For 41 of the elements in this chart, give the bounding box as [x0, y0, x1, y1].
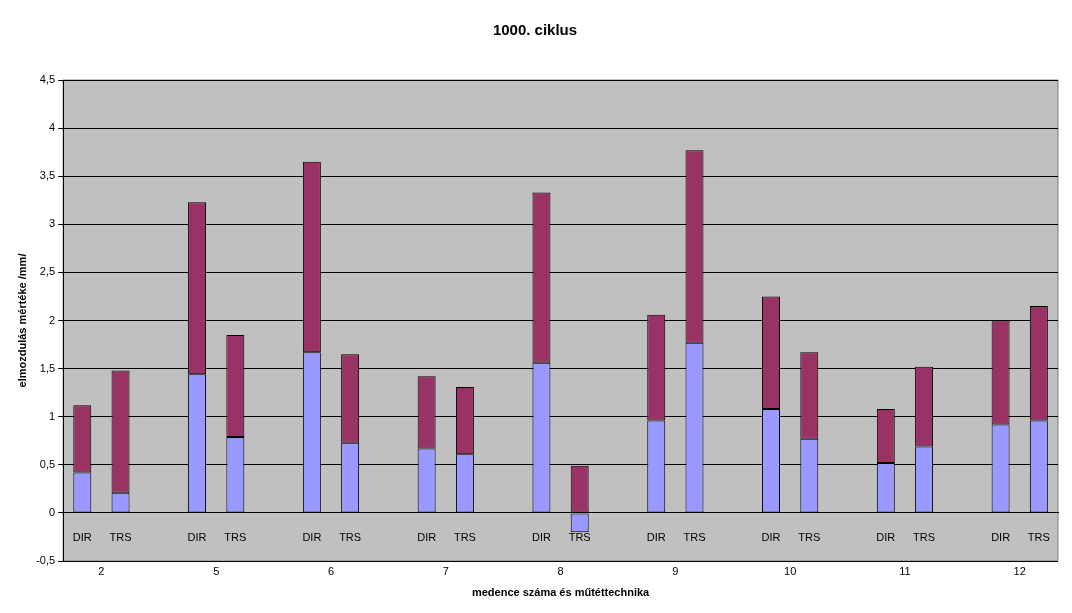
x-tick-label: TRS: [453, 530, 476, 543]
y-tick-label: -0,5: [36, 554, 56, 567]
y-axis-title: elmozdulás mértéke /mm/: [15, 253, 28, 388]
x-tick-label: TRS: [568, 530, 591, 543]
x-tick-label: DIR: [646, 530, 666, 543]
x-tick-label: TRS: [339, 530, 362, 543]
y-tick-label: 3: [49, 217, 56, 230]
text: 11: [899, 564, 911, 577]
x-axis-title: medence száma és műtéttechnika: [471, 585, 651, 598]
x-tick-label: TRS: [913, 530, 936, 543]
text: 2: [98, 564, 105, 577]
y-tick-label: 0,5: [39, 457, 56, 470]
text: 8: [557, 564, 564, 577]
x-tick-label: TRS: [109, 530, 132, 543]
x-tick-label: TRS: [1027, 530, 1050, 543]
x-tick-label: DIR: [187, 530, 207, 543]
x-tick-label: DIR: [417, 530, 437, 543]
x-tick-label: TRS: [683, 530, 706, 543]
text: 5: [213, 564, 220, 577]
x-tick-label: DIR: [991, 530, 1011, 543]
y-tick-label: 1: [49, 409, 56, 422]
x-tick-label: TRS: [224, 530, 247, 543]
text: 10: [784, 564, 797, 577]
x-tick-label: DIR: [72, 530, 92, 543]
y-tick-label: 0: [49, 505, 56, 518]
y-tick-label: 2: [49, 313, 56, 326]
text: 6: [327, 564, 335, 577]
text: 12: [1013, 564, 1026, 577]
text: 7: [442, 564, 449, 577]
x-tick-label: DIR: [531, 530, 551, 543]
x-tick-label: TRS: [798, 530, 821, 543]
y-tick-label: 4: [49, 121, 56, 134]
x-tick-label: DIR: [876, 530, 896, 543]
y-tick-label: 2,5: [39, 265, 56, 278]
y-tick-label: 3,5: [39, 169, 56, 182]
y-tick-label: 4,5: [39, 73, 56, 86]
x-tick-label: DIR: [761, 530, 781, 543]
chart-title: 1000. ciklus: [492, 21, 578, 39]
text: 9: [672, 564, 679, 577]
x-tick-label: DIR: [302, 530, 322, 543]
y-tick-label: 1,5: [39, 361, 56, 374]
